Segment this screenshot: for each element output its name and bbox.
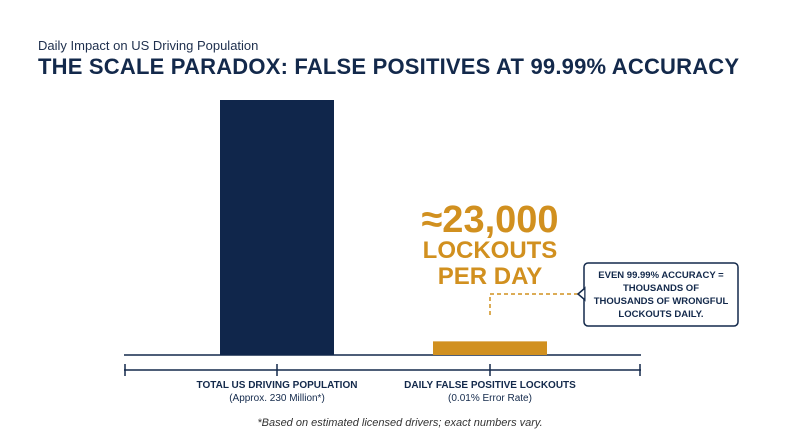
- category-note-1: (0.01% Error Rate): [448, 393, 532, 404]
- bar-total-population: [220, 100, 334, 355]
- annotation-box: EVEN 99.99% ACCURACY = THOUSANDS OF THOU…: [576, 262, 739, 327]
- annotation-connector: [489, 293, 584, 315]
- annotation-line-1: EVEN 99.99% ACCURACY =: [598, 270, 724, 281]
- category-label-0: TOTAL US DRIVING POPULATION: [197, 380, 358, 391]
- chart-title: THE SCALE PARADOX: FALSE POSITIVES AT 99…: [38, 54, 740, 79]
- callout-line1: LOCKOUTS: [423, 237, 558, 264]
- chart-subtitle: Daily Impact on US Driving Population: [38, 38, 259, 53]
- annotation-line-4: LOCKOUTS DAILY.: [618, 309, 703, 320]
- annotation-line-2: THOUSANDS OF: [623, 283, 699, 294]
- annotation-line-3: THOUSANDS OF WRONGFUL: [594, 296, 729, 307]
- callout-value: ≈23,000: [421, 199, 558, 241]
- footnote: *Based on estimated licensed drivers; ex…: [257, 417, 543, 429]
- category-note-0: (Approx. 230 Million*): [229, 393, 325, 404]
- callout-line2: PER DAY: [438, 263, 542, 290]
- category-label-1: DAILY FALSE POSITIVE LOCKOUTS: [404, 380, 576, 391]
- bar-false-positive-lockouts: [433, 341, 547, 355]
